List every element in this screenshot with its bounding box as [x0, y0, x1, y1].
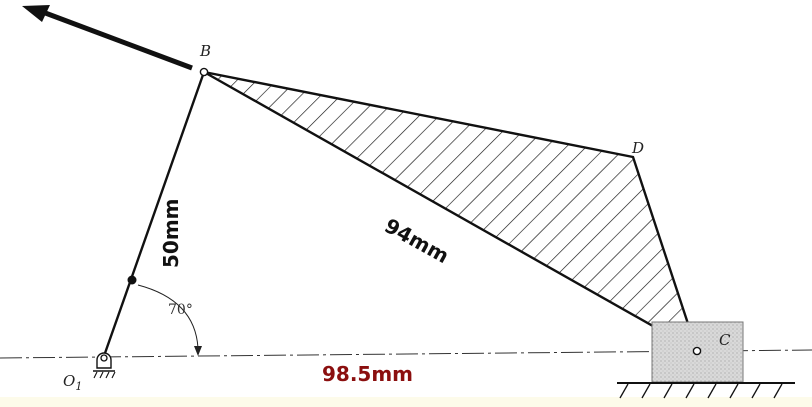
dim-crank: 50mm — [159, 198, 183, 268]
crank-point — [127, 275, 137, 285]
angle-label: 70° — [168, 302, 193, 318]
joint-b — [199, 67, 209, 77]
label-o1-sub: 1 — [75, 380, 82, 393]
angle-marker — [137, 284, 202, 356]
fixed-pivot — [93, 352, 116, 379]
dim-offset: 98.5mm — [322, 362, 413, 386]
label-c: C — [719, 331, 731, 349]
ground-hatch — [617, 382, 795, 399]
label-o1: O1 — [63, 372, 82, 393]
velocity-arrow — [22, 5, 193, 71]
label-d: D — [631, 139, 644, 157]
bottom-strip — [0, 397, 812, 407]
label-o1-main: O — [63, 372, 75, 390]
dim-coupler: 94mm — [381, 213, 453, 268]
joint-c — [692, 346, 702, 356]
coupler-triangle — [203, 70, 700, 354]
crank-link — [102, 71, 206, 357]
label-b: B — [199, 42, 211, 60]
